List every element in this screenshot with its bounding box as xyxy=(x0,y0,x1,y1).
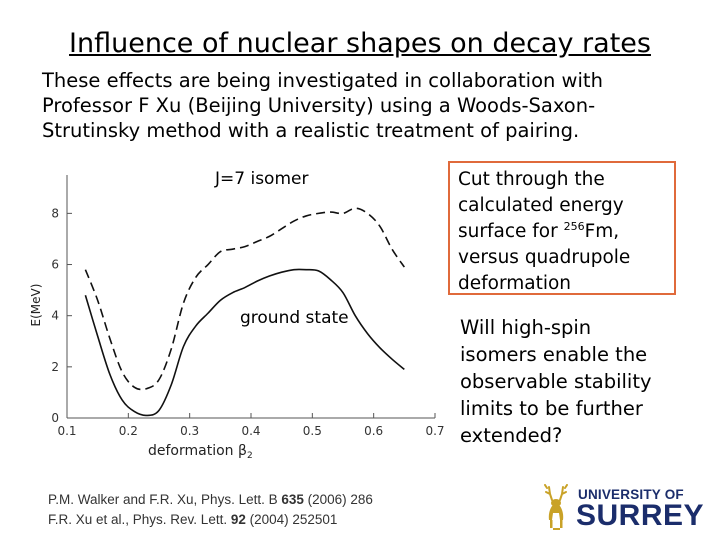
intro-line: These effects are being investigated in … xyxy=(42,69,603,92)
y-tick-label: 6 xyxy=(51,258,59,272)
series-label-ground-state: ground state xyxy=(240,308,349,328)
series-label-isomer: J=7 isomer xyxy=(214,169,308,189)
ref-authors: F.R. Xu et al., Phys. Rev. Lett. xyxy=(48,512,231,527)
callout-line: surface for 256Fm, xyxy=(458,219,674,245)
x-tick-label: 0.5 xyxy=(303,424,322,438)
x-tick-label: 0.3 xyxy=(180,424,199,438)
ref-rest: (2006) 286 xyxy=(303,492,373,507)
callout-box: Cut through the calculated energy surfac… xyxy=(448,161,676,295)
series-line-isomer xyxy=(84,207,405,391)
callout-line: Cut through the xyxy=(458,169,605,190)
y-tick-label: 4 xyxy=(51,309,59,323)
references: P.M. Walker and F.R. Xu, Phys. Lett. B 6… xyxy=(48,490,373,530)
stag-emblem-icon xyxy=(544,484,568,530)
callout-text: Fm, xyxy=(584,221,620,242)
callout-line: deformation xyxy=(458,273,572,294)
reference-2: F.R. Xu et al., Phys. Rev. Lett. 92 (200… xyxy=(48,510,373,530)
logo-surrey: SURREY xyxy=(576,499,705,532)
intro-line: Professor F Xu (Beijing University) usin… xyxy=(42,94,596,117)
university-logo: UNIVERSITY OF SURREY xyxy=(540,484,704,534)
x-ticks: 0.1 0.2 0.3 0.4 0.5 0.6 0.7 xyxy=(57,413,445,438)
x-axis-label: deformation β2 xyxy=(148,443,253,460)
ref-authors: P.M. Walker and F.R. Xu, Phys. Lett. B xyxy=(48,492,282,507)
question-line: observable stability xyxy=(460,370,652,393)
question-text: Will high-spin isomers enable the observ… xyxy=(460,314,652,449)
intro-text: These effects are being investigated in … xyxy=(42,68,682,143)
x-tick-label: 0.4 xyxy=(241,424,260,438)
ref-volume: 635 xyxy=(281,492,304,507)
question-line: Will high-spin xyxy=(460,316,592,339)
x-tick-label: 0.1 xyxy=(57,424,76,438)
x-tick-label: 0.2 xyxy=(119,424,138,438)
mass-number: 256 xyxy=(563,220,585,233)
series-line-ground-state xyxy=(84,268,405,417)
x-axis-label-sub: 2 xyxy=(247,451,253,460)
y-ticks: 0 2 4 6 8 xyxy=(51,206,72,425)
logo-university-of: UNIVERSITY OF xyxy=(578,487,684,502)
x-tick-label: 0.6 xyxy=(364,424,383,438)
slide-title: Influence of nuclear shapes on decay rat… xyxy=(69,28,651,59)
intro-line: Strutinsky method with a realistic treat… xyxy=(42,119,580,142)
y-tick-label: 2 xyxy=(51,360,59,374)
series-group xyxy=(84,207,405,417)
question-line: extended? xyxy=(460,424,563,447)
y-axis-label: E(MeV) xyxy=(29,284,43,327)
reference-1: P.M. Walker and F.R. Xu, Phys. Lett. B 6… xyxy=(48,490,373,510)
y-tick-label: 0 xyxy=(51,411,59,425)
x-axis-label-main: deformation β xyxy=(148,443,247,459)
y-tick-label: 8 xyxy=(51,206,59,220)
callout-text: surface for xyxy=(458,221,564,242)
question-line: limits to be further xyxy=(460,397,643,420)
ref-volume: 92 xyxy=(230,512,246,527)
callout-line: calculated energy xyxy=(458,195,624,216)
energy-curve-chart: 0.1 0.2 0.3 0.4 0.5 0.6 0.7 0 2 4 6 8 E(MeV) defor… xyxy=(29,169,445,460)
x-tick-label: 0.7 xyxy=(425,424,444,438)
callout-line: versus quadrupole xyxy=(458,247,631,268)
ref-rest: (2004) 252501 xyxy=(245,512,338,527)
question-line: isomers enable the xyxy=(460,343,648,366)
